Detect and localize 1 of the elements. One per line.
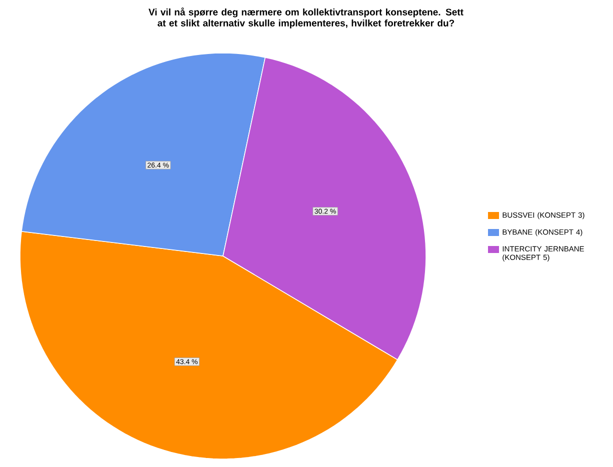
chart-title: Vi vil nå spørre deg nærmere om kollektivtransport konseptene. Sett at et slikt alternativ skulle implementeres, hvilket foretrekker du? (148, 8, 464, 28)
